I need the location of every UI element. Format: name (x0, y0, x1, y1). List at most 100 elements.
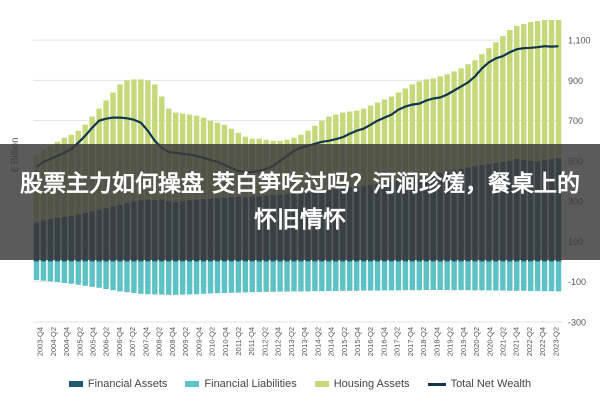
bar-financial-liabilities (521, 261, 527, 291)
x-tick-label: 2016-Q2 (366, 327, 375, 356)
bar-financial-liabilities (61, 261, 68, 283)
x-tick-label: 2009-Q4 (194, 327, 203, 356)
bar-financial-liabilities (256, 261, 262, 293)
bar-financial-liabilities (131, 261, 137, 294)
legend-label-financial-liabilities: Financial Liabilities (204, 378, 297, 390)
bar-financial-liabilities (395, 261, 402, 291)
bar-housing-assets (493, 42, 499, 163)
bar-financial-liabilities (507, 261, 513, 291)
x-tick-label: 2006-Q2 (102, 327, 111, 356)
bar-financial-liabilities (124, 261, 130, 293)
x-tick-label: 2022-Q4 (538, 327, 547, 356)
bar-housing-assets (514, 26, 520, 159)
bar-financial-liabilities (179, 261, 186, 295)
bar-housing-assets (437, 76, 443, 174)
bar-financial-liabilities (138, 261, 144, 294)
bar-financial-liabilities (75, 261, 81, 285)
headline-overlay: 股票主力如何操盘 茭白笋吃过吗？河涧珍馐，餐桌上的怀旧情怀 (0, 144, 600, 260)
x-tick-label: 2015-Q4 (353, 327, 362, 356)
bar-housing-assets (527, 22, 534, 161)
x-tick-label: 2023-Q2 (551, 327, 560, 356)
bar-housing-assets (124, 80, 130, 204)
bar-housing-assets (521, 24, 527, 160)
x-tick-label: 2008-Q2 (155, 327, 164, 356)
bar-financial-liabilities (353, 261, 360, 291)
bar-financial-liabilities (305, 261, 311, 292)
bar-financial-liabilities (298, 261, 304, 292)
bar-financial-liabilities (534, 261, 541, 291)
y-tick-label: 1,100 (568, 36, 591, 46)
bar-financial-liabilities (207, 261, 214, 294)
bar-financial-liabilities (402, 261, 409, 291)
bar-financial-liabilities (200, 261, 207, 294)
x-tick-label: 2021-Q4 (512, 327, 521, 356)
x-tick-label: 2019-Q4 (459, 327, 468, 356)
legend-item-total-net-wealth: Total Net Wealth (427, 378, 532, 390)
bar-financial-liabilities (486, 261, 492, 291)
bar-financial-liabilities (284, 261, 290, 292)
x-tick-label: 2009-Q2 (181, 327, 190, 356)
bar-financial-liabilities (68, 261, 74, 284)
x-tick-label: 2017-Q4 (406, 327, 415, 356)
y-tick-label: 900 (568, 76, 583, 86)
bar-financial-liabilities (152, 261, 158, 295)
y-tick-label: 700 (568, 116, 583, 126)
bar-financial-liabilities (555, 261, 562, 292)
bar-financial-liabilities (367, 261, 374, 291)
x-tick-label: 2020-Q2 (472, 327, 481, 356)
bar-housing-assets (374, 102, 381, 185)
bar-financial-liabilities (172, 261, 179, 295)
bar-financial-liabilities (541, 261, 548, 292)
bar-financial-liabilities (228, 261, 235, 293)
bar-financial-liabilities (54, 261, 61, 283)
bar-housing-assets (548, 20, 555, 159)
bar-housing-assets (534, 21, 541, 162)
x-tick-label: 2004-Q2 (49, 327, 58, 356)
bar-financial-liabilities (312, 261, 318, 292)
bar-financial-liabilities (193, 261, 200, 295)
bar-financial-liabilities (33, 261, 40, 281)
bar-financial-liabilities (96, 261, 102, 288)
legend-item-housing-assets: Housing Assets (314, 378, 410, 390)
bar-financial-liabilities (326, 261, 332, 291)
bar-financial-liabilities (374, 261, 381, 291)
bar-financial-liabilities (117, 261, 123, 292)
bar-housing-assets (451, 71, 457, 170)
x-tick-label: 2004-Q4 (62, 327, 71, 356)
bar-financial-liabilities (437, 261, 443, 290)
bar-financial-liabilities (381, 261, 388, 291)
bar-financial-liabilities (270, 261, 276, 292)
headline-text: 股票主力如何操盘 茭白笋吃过吗？河涧珍馐，餐桌上的怀旧情怀 (20, 171, 581, 233)
bar-financial-liabilities (444, 261, 450, 290)
x-tick-label: 2018-Q4 (432, 327, 441, 356)
x-tick-label: 2008-Q4 (168, 327, 177, 356)
bar-financial-liabilities (291, 261, 297, 292)
bar-housing-assets (507, 30, 513, 161)
legend-label-housing-assets: Housing Assets (333, 378, 410, 390)
x-tick-label: 2005-Q2 (75, 327, 84, 356)
legend-swatch-total-net-wealth (427, 382, 446, 386)
x-tick-label: 2011-Q4 (247, 327, 256, 356)
bar-financial-liabilities (221, 261, 228, 294)
bar-financial-liabilities (472, 261, 478, 291)
bar-financial-liabilities (235, 261, 242, 293)
bar-financial-liabilities (479, 261, 485, 291)
bar-financial-liabilities (319, 261, 325, 292)
bar-financial-liabilities (409, 261, 416, 291)
bar-financial-liabilities (500, 261, 506, 291)
bar-housing-assets (458, 68, 464, 169)
legend-label-total-net-wealth: Total Net Wealth (450, 378, 532, 390)
bar-housing-assets (555, 20, 562, 158)
bar-financial-liabilities (103, 261, 109, 289)
legend-label-financial-assets: Financial Assets (87, 378, 168, 390)
x-tick-label: 2018-Q2 (419, 327, 428, 356)
bar-housing-assets (541, 20, 548, 160)
x-tick-label: 2017-Q2 (393, 327, 402, 356)
bar-financial-liabilities (40, 261, 47, 281)
bar-financial-liabilities (242, 261, 249, 293)
bar-housing-assets (402, 88, 409, 181)
y-tick-label: -100 (568, 277, 586, 287)
x-tick-label: 2015-Q2 (340, 327, 349, 356)
bar-housing-assets (138, 79, 144, 201)
bar-housing-assets (423, 79, 429, 178)
